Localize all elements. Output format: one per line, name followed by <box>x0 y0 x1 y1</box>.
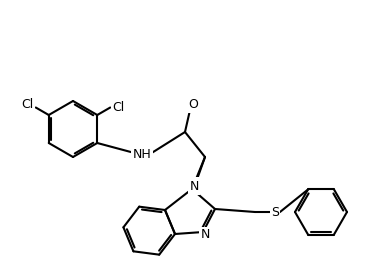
Text: N: N <box>200 228 210 242</box>
Text: N: N <box>189 181 199 193</box>
Text: Cl: Cl <box>21 98 34 111</box>
Text: NH: NH <box>133 149 152 162</box>
Text: O: O <box>188 98 198 112</box>
Text: N: N <box>190 178 200 191</box>
Text: Cl: Cl <box>112 101 124 114</box>
Text: S: S <box>271 206 279 218</box>
